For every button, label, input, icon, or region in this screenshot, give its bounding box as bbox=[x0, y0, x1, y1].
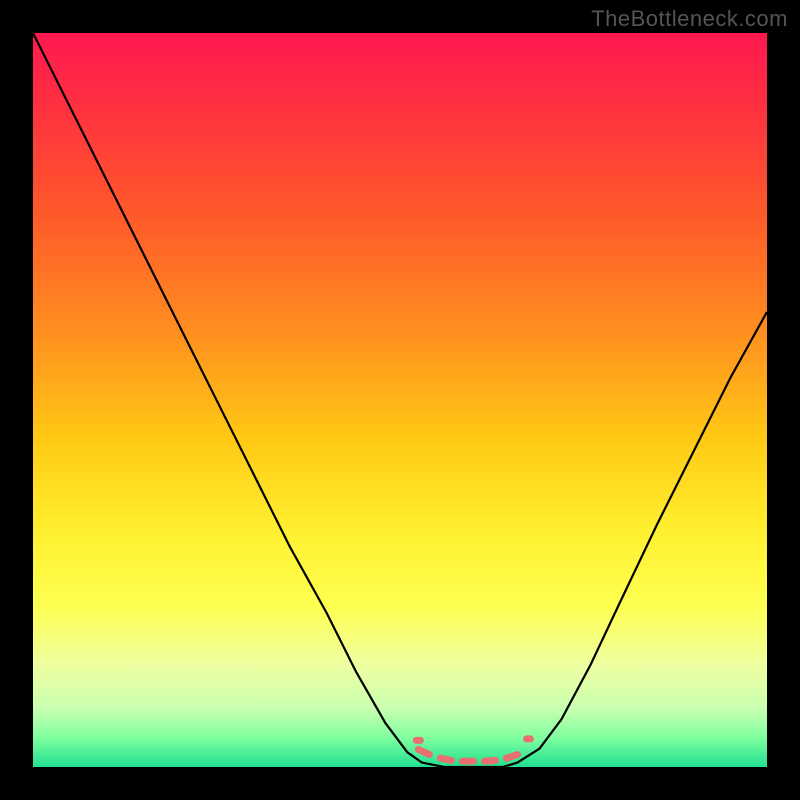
bottleneck-curve-chart bbox=[0, 0, 800, 800]
highlight-segment bbox=[418, 749, 429, 754]
highlight-segment bbox=[440, 758, 451, 760]
highlight-segment bbox=[484, 760, 495, 761]
plot-background bbox=[33, 33, 767, 767]
watermark-text: TheBottleneck.com bbox=[591, 6, 788, 32]
chart-container: TheBottleneck.com bbox=[0, 0, 800, 800]
highlight-segment bbox=[506, 755, 517, 759]
